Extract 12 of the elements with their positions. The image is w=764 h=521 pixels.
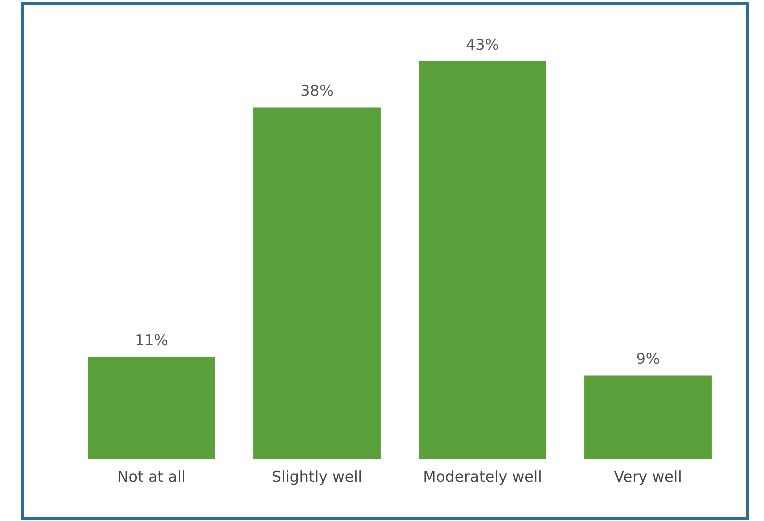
- bar: [419, 61, 546, 459]
- data-label: 11%: [135, 332, 168, 350]
- bar: [584, 376, 712, 459]
- data-label: 38%: [300, 82, 334, 100]
- x-tick-label: Moderately well: [423, 468, 542, 486]
- x-tick-label: Not at all: [118, 468, 186, 486]
- data-label: 43%: [466, 36, 500, 54]
- bar: [88, 357, 216, 459]
- bar: [254, 108, 381, 459]
- x-tick-label: Slightly well: [272, 468, 362, 486]
- x-tick-label: Very well: [614, 468, 682, 486]
- data-label: 9%: [636, 350, 660, 368]
